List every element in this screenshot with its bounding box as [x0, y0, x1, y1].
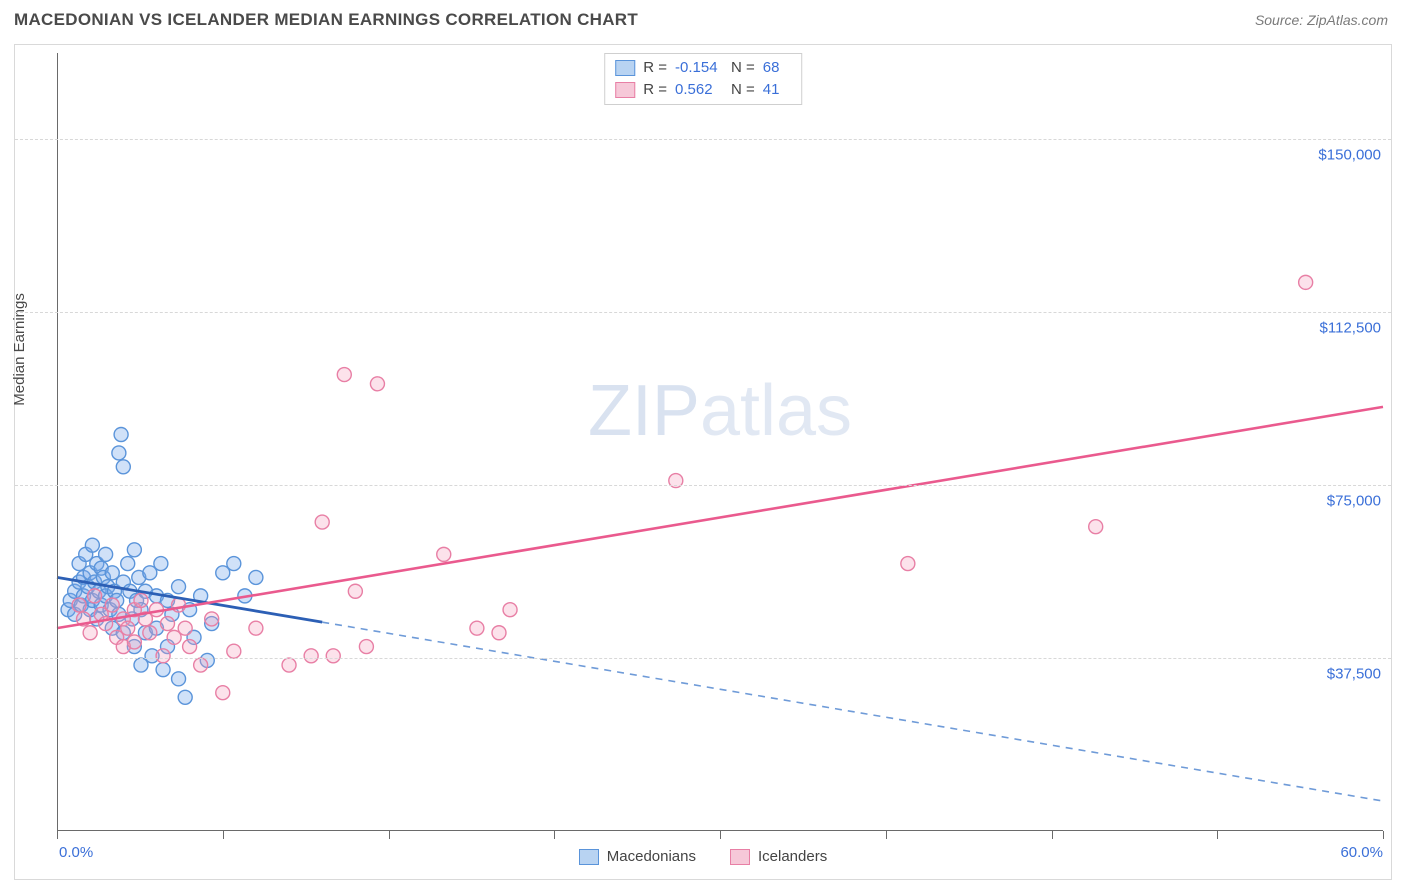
x-tick [1383, 831, 1384, 839]
gridline [15, 312, 1391, 313]
stats-swatch-a [615, 60, 635, 76]
scatter-point [227, 557, 241, 571]
scatter-point [315, 515, 329, 529]
chart-title: MACEDONIAN VS ICELANDER MEDIAN EARNINGS … [14, 10, 638, 30]
scatter-point [470, 621, 484, 635]
scatter-point [227, 644, 241, 658]
legend-swatch-b [730, 849, 750, 865]
gridline [15, 485, 1391, 486]
plot-area: ZIPatlas [57, 53, 1383, 831]
scatter-point [121, 621, 135, 635]
bottom-legend: Macedonians Icelanders [15, 848, 1391, 865]
scatter-point [156, 663, 170, 677]
scatter-point [503, 603, 517, 617]
scatter-point [105, 598, 119, 612]
scatter-point [326, 649, 340, 663]
scatter-point [337, 368, 351, 382]
x-tick [1052, 831, 1053, 839]
scatter-point [348, 584, 362, 598]
scatter-point [249, 621, 263, 635]
y-axis-label: Median Earnings [11, 293, 28, 406]
scatter-svg [57, 53, 1383, 831]
scatter-point [183, 640, 197, 654]
stats-row-b: R = 0.562 N = 41 [615, 79, 787, 101]
chart-container: Median Earnings ZIPatlas R = -0.154 N = … [14, 44, 1392, 880]
scatter-point [216, 686, 230, 700]
trend-line-dashed [322, 622, 1383, 801]
y-tick-label: $112,500 [1320, 320, 1381, 337]
source-label: Source: ZipAtlas.com [1255, 12, 1388, 28]
legend-item-b: Icelanders [730, 848, 827, 865]
scatter-point [114, 428, 128, 442]
scatter-point [437, 547, 451, 561]
scatter-point [194, 658, 208, 672]
scatter-point [121, 557, 135, 571]
scatter-point [88, 589, 102, 603]
x-tick [389, 831, 390, 839]
scatter-point [72, 598, 86, 612]
scatter-point [83, 626, 97, 640]
scatter-point [99, 547, 113, 561]
x-tick [57, 831, 58, 839]
scatter-point [178, 690, 192, 704]
scatter-point [172, 672, 186, 686]
scatter-point [901, 557, 915, 571]
scatter-point [1299, 275, 1313, 289]
x-tick [886, 831, 887, 839]
scatter-point [492, 626, 506, 640]
scatter-point [205, 612, 219, 626]
scatter-point [178, 621, 192, 635]
x-tick [223, 831, 224, 839]
scatter-point [134, 593, 148, 607]
scatter-point [127, 635, 141, 649]
scatter-point [116, 460, 130, 474]
scatter-point [304, 649, 318, 663]
x-tick [1217, 831, 1218, 839]
y-axis [57, 53, 58, 831]
scatter-point [156, 649, 170, 663]
scatter-point [154, 557, 168, 571]
stats-legend: R = -0.154 N = 68 R = 0.562 N = 41 [604, 53, 802, 105]
legend-swatch-a [579, 849, 599, 865]
scatter-point [127, 543, 141, 557]
gridline [15, 658, 1391, 659]
gridline [15, 139, 1391, 140]
stats-swatch-b [615, 82, 635, 98]
y-tick-label: $37,500 [1327, 666, 1381, 683]
stats-row-a: R = -0.154 N = 68 [615, 57, 787, 79]
y-tick-label: $75,000 [1327, 493, 1381, 510]
scatter-point [112, 446, 126, 460]
x-tick [720, 831, 721, 839]
scatter-point [249, 570, 263, 584]
scatter-point [85, 538, 99, 552]
scatter-point [143, 626, 157, 640]
trend-line [57, 407, 1383, 628]
scatter-point [161, 617, 175, 631]
scatter-point [370, 377, 384, 391]
legend-item-a: Macedonians [579, 848, 696, 865]
scatter-point [172, 580, 186, 594]
scatter-point [1089, 520, 1103, 534]
scatter-point [359, 640, 373, 654]
x-tick [554, 831, 555, 839]
scatter-point [282, 658, 296, 672]
y-tick-label: $150,000 [1318, 147, 1381, 164]
